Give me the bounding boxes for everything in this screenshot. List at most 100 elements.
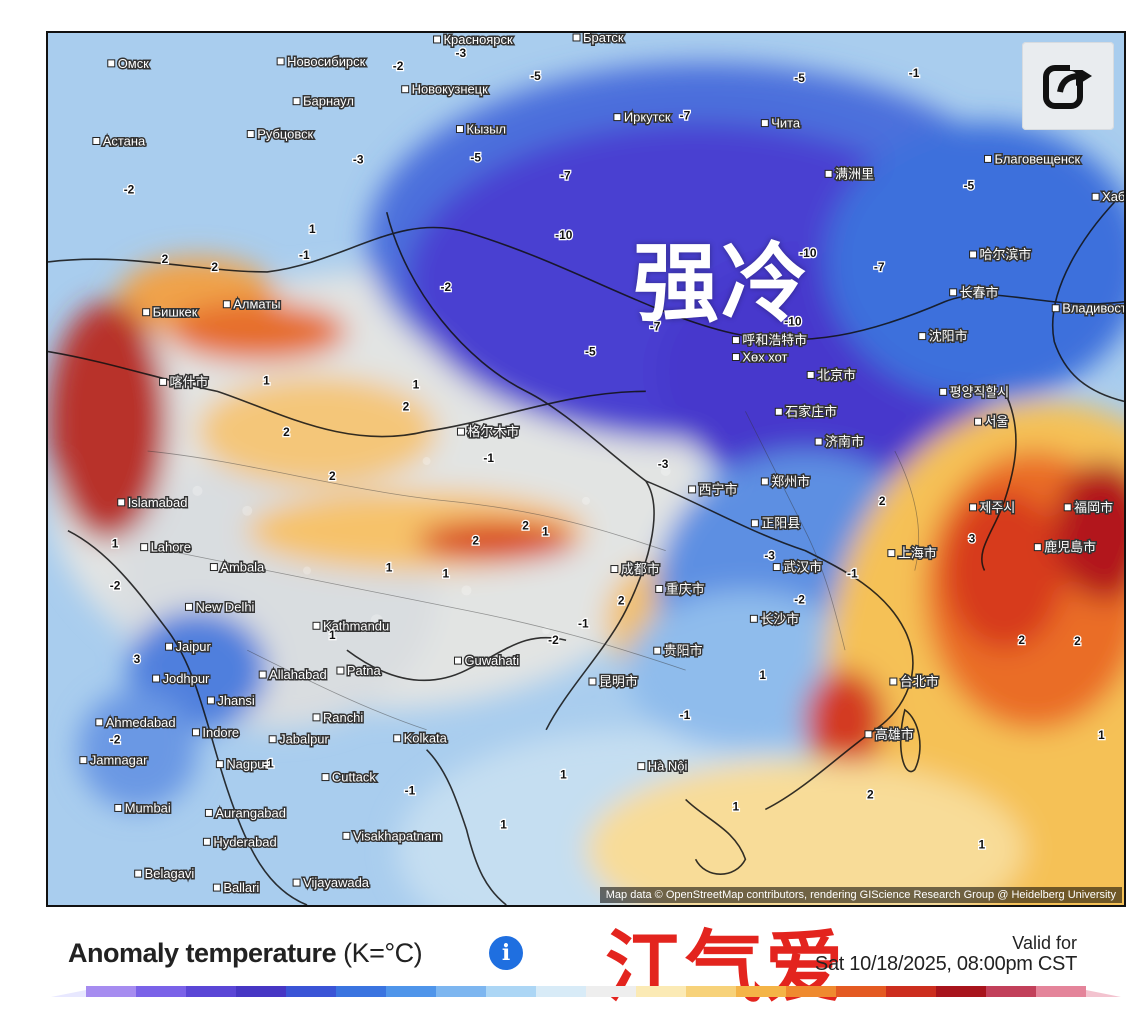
city-marker: Visakhapatnam bbox=[342, 827, 443, 845]
city-marker: 평양직할시 bbox=[939, 383, 1011, 401]
city-label: Jodhpur bbox=[163, 671, 210, 686]
city-label: Kolkata bbox=[404, 731, 448, 746]
city-label: Nagpur bbox=[226, 757, 269, 772]
isoline-label: 1 bbox=[443, 567, 450, 581]
city-label: Кызыл bbox=[466, 122, 506, 137]
city-marker: Бишкек bbox=[142, 303, 199, 321]
city-marker: New Delhi bbox=[184, 598, 256, 616]
valid-label: Valid for bbox=[1012, 933, 1077, 953]
isoline-label: -1 bbox=[909, 66, 920, 80]
isoline-label: 1 bbox=[329, 628, 336, 642]
city-label: 福岡市 bbox=[1074, 500, 1113, 515]
isoline-label: 2 bbox=[1018, 633, 1025, 647]
city-marker: Ballari bbox=[212, 879, 261, 897]
isoline-label: 2 bbox=[618, 593, 625, 607]
city-label: Новокузнецк bbox=[412, 82, 488, 97]
isoline-label: -1 bbox=[680, 708, 691, 722]
city-label: Jamnagar bbox=[90, 753, 148, 768]
isoline-label: 3 bbox=[134, 652, 141, 666]
city-label: 长沙市 bbox=[760, 611, 799, 626]
city-label: Рубцовск bbox=[257, 127, 313, 142]
isoline-labels: -3-2-5-7-5 -1-2-3 -5-7-10-10-7-5221-1-2-10… bbox=[109, 45, 1107, 853]
map-canvas: Омск Новосибирск Красноярск Братск Барнаул Но… bbox=[48, 33, 1124, 905]
city-marker: 石家庄市 bbox=[774, 403, 839, 421]
info-icon[interactable]: i bbox=[489, 936, 523, 970]
isoline-label: 2 bbox=[522, 519, 529, 533]
city-label: 成都市 bbox=[621, 562, 660, 577]
city-marker: 北京市 bbox=[806, 366, 858, 384]
city-label: 台北市 bbox=[900, 674, 939, 689]
isoline-label: -10 bbox=[799, 246, 817, 260]
city-label: 石家庄市 bbox=[785, 404, 837, 419]
legend-unit: (K=°C) bbox=[343, 938, 423, 968]
city-label: 西宁市 bbox=[699, 482, 738, 497]
isoline-label: -10 bbox=[784, 315, 802, 329]
city-marker: Хөх хот bbox=[731, 348, 789, 366]
isoline-label: -2 bbox=[441, 280, 452, 294]
isoline-label: 2 bbox=[283, 425, 290, 439]
city-marker: 喀什市 bbox=[159, 373, 210, 391]
legend-color-scale bbox=[46, 985, 1126, 997]
city-marker: Indore bbox=[191, 723, 241, 741]
city-marker: Patna bbox=[336, 662, 383, 680]
map-attribution: Map data © OpenStreetMap contributors, r… bbox=[599, 887, 1122, 903]
city-label: 重庆市 bbox=[666, 581, 705, 596]
isoline-label: -7 bbox=[874, 260, 885, 274]
city-marker: Vijayawada bbox=[292, 874, 371, 892]
city-marker: 台北市 bbox=[889, 673, 940, 690]
city-label: 北京市 bbox=[817, 367, 856, 382]
city-marker: Hyderabad bbox=[202, 833, 278, 851]
overlay-title: 强冷 bbox=[633, 234, 809, 334]
city-label: Омск bbox=[118, 56, 149, 71]
isoline-label: 3 bbox=[969, 532, 976, 546]
isoline-label: -2 bbox=[794, 592, 805, 606]
isoline-label: 1 bbox=[309, 222, 316, 236]
city-marker: Чита bbox=[760, 114, 802, 132]
city-marker: Lahore bbox=[140, 538, 192, 556]
city-label: 上海市 bbox=[898, 546, 937, 561]
isoline-label: 1 bbox=[413, 377, 420, 391]
city-label: Belagavi bbox=[145, 866, 195, 881]
city-label: 昆明市 bbox=[599, 674, 638, 689]
city-label: Владивосток bbox=[1062, 301, 1124, 316]
isoline-label: -2 bbox=[548, 633, 559, 647]
city-label: 满洲里 bbox=[835, 166, 874, 181]
isoline-label: -1 bbox=[483, 451, 494, 465]
city-marker: 重庆市 bbox=[655, 580, 706, 598]
city-marker: Рубцовск bbox=[246, 125, 315, 143]
isoline-label: 1 bbox=[979, 837, 986, 851]
isoline-label: -5 bbox=[530, 69, 541, 83]
isoline-label: -10 bbox=[555, 228, 573, 242]
city-label: Jabalpur bbox=[279, 732, 329, 747]
city-label: New Delhi bbox=[195, 599, 254, 614]
city-label: Ambala bbox=[220, 560, 265, 575]
city-marker: 长春市 bbox=[949, 283, 1000, 301]
city-marker: Hà Nội bbox=[637, 757, 689, 775]
city-marker: Братск bbox=[572, 33, 625, 46]
isoline-label: -2 bbox=[393, 59, 404, 73]
city-marker: Jaipur bbox=[165, 638, 213, 656]
city-marker: 福岡市 bbox=[1063, 498, 1115, 516]
city-marker: 贵阳市 bbox=[653, 642, 704, 660]
isoline-label: -1 bbox=[847, 567, 858, 581]
valid-for: Valid for Sat 10/18/2025, 08:00pm CST bbox=[815, 933, 1077, 975]
share-button[interactable] bbox=[1022, 42, 1114, 130]
city-marker: Aurangabad bbox=[204, 804, 287, 822]
legend-title-text: Anomaly temperature bbox=[68, 938, 337, 968]
anomaly-map[interactable]: Омск Новосибирск Красноярск Братск Барнаул Но… bbox=[46, 31, 1126, 907]
isoline-label: -1 bbox=[263, 757, 274, 771]
watermark: 江气爱 bbox=[605, 923, 846, 1013]
city-marker: Алматы bbox=[222, 295, 282, 313]
city-label: Братск bbox=[583, 33, 624, 45]
city-label: Jhansi bbox=[217, 693, 254, 708]
city-label: 武汉市 bbox=[783, 560, 822, 575]
city-marker: Cuttack bbox=[321, 768, 378, 786]
city-label: Хабаро bbox=[1102, 189, 1124, 204]
city-label: Hyderabad bbox=[213, 834, 276, 849]
isoline-label: 1 bbox=[263, 373, 270, 387]
map-footer bbox=[0, 907, 1145, 997]
city-label: 正阳县 bbox=[761, 516, 800, 531]
city-marker: Jodhpur bbox=[152, 670, 212, 688]
isoline-label: -1 bbox=[578, 616, 589, 630]
city-label: 贵阳市 bbox=[664, 643, 703, 658]
